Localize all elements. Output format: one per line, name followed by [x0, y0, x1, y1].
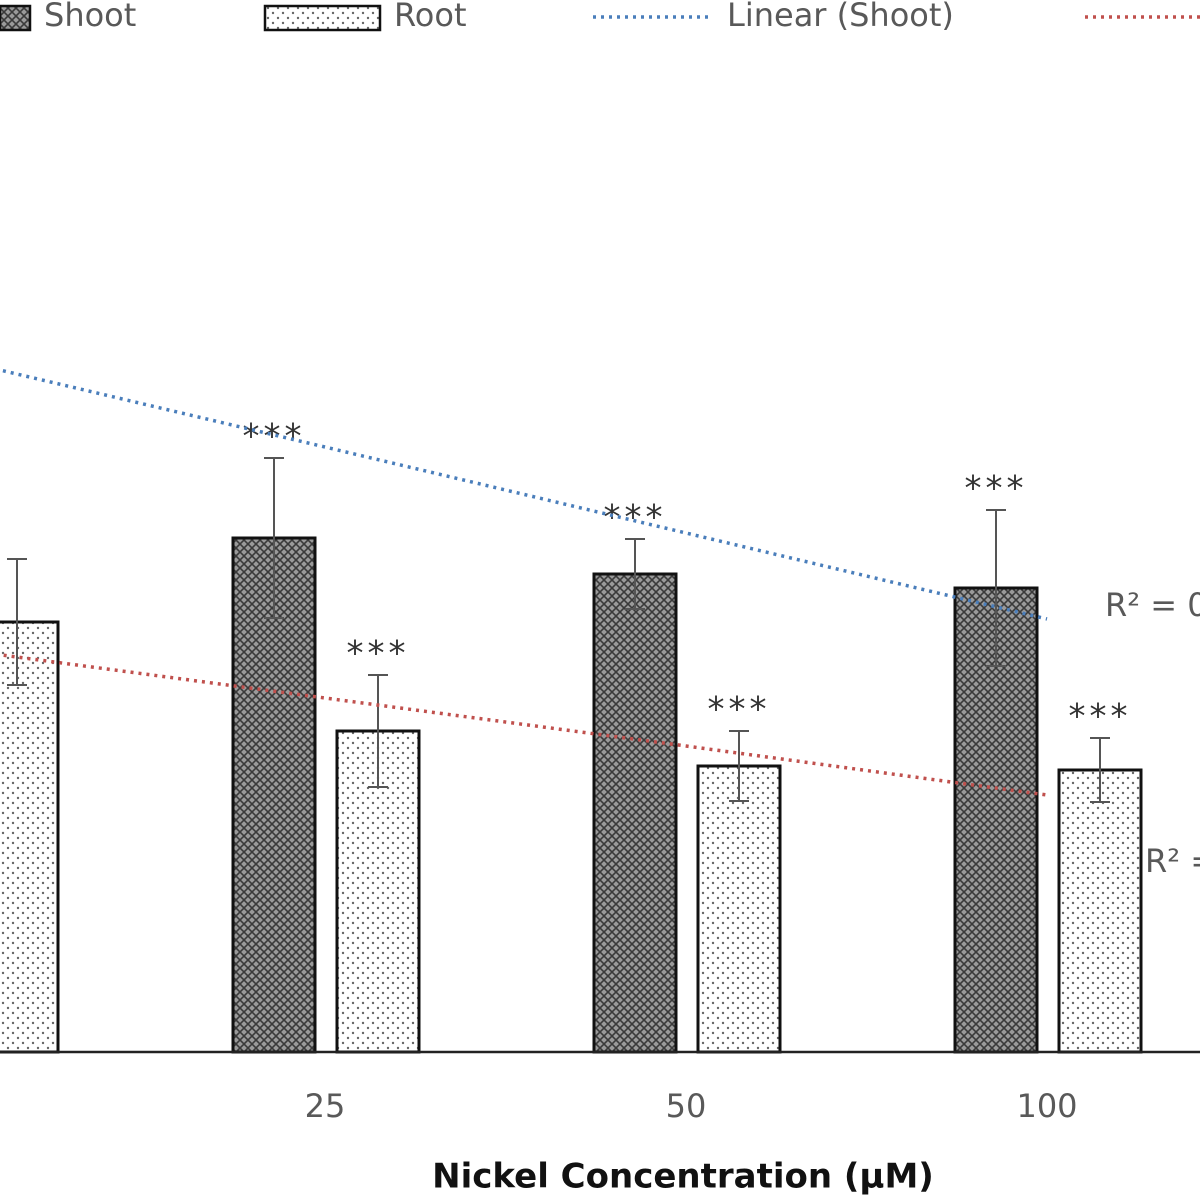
legend-label: Linear (Shoot) [727, 0, 954, 34]
legend-label: Shoot [44, 0, 136, 34]
bar [0, 620, 60, 1054]
significance-label: *** [965, 469, 1028, 509]
r2-label: R² = 0 [1105, 586, 1200, 624]
legend-swatch [263, 4, 382, 32]
bar [592, 572, 678, 1054]
trendline [0, 653, 1048, 797]
x-tick-label: 25 [305, 1087, 346, 1125]
x-tick-label: 50 [666, 1087, 707, 1125]
significance-label: *** [243, 417, 306, 457]
x-tick-label: 100 [1016, 1087, 1077, 1125]
r2-label: R² = [1145, 842, 1200, 880]
significance-label: *** [604, 498, 667, 538]
significance-label: *** [708, 690, 771, 730]
trendline [0, 368, 1048, 621]
x-axis-title: Nickel Concentration (µM) [432, 1157, 934, 1197]
bar [231, 536, 317, 1054]
legend-swatch [0, 4, 32, 32]
legend-label: Root [394, 0, 467, 34]
bar [1057, 768, 1143, 1054]
significance-label: *** [347, 634, 410, 674]
significance-label: *** [1069, 697, 1132, 737]
bar [696, 764, 782, 1054]
